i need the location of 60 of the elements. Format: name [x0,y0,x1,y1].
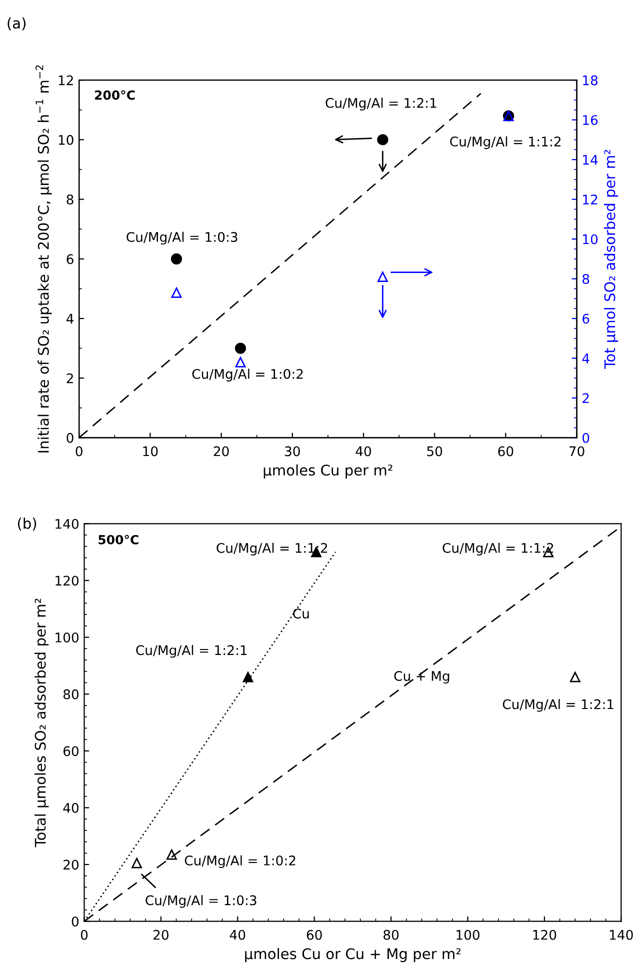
y-tick-label: 10 [58,134,74,145]
y2-axis-title: Tot µmol SO₂ adsorbed per m² [604,150,618,369]
y-tick-label: 140 [56,518,78,529]
x-tick-label: 120 [533,930,556,940]
x-tick-label: 80 [384,930,399,940]
y2-tick-label: 10 [583,234,598,244]
annotation: 200°C [95,90,135,100]
y2-tick-label: 8 [582,274,590,284]
y2-tick-label: 18 [583,75,598,86]
annotation: Cu/Mg/Al = 1:0:2 [192,368,303,382]
y-axis-title: Initial rate of SO₂ uptake at 200°C, µmol SO₂ h$^{−1}$ m$^{−2}$ [36,65,52,452]
x-tick-label: 100 [456,930,480,940]
annotation: Cu/Mg/Al = 1:2:1 [502,699,614,712]
annotation: Cu/Mg/Al = 1:1:2 [442,542,554,556]
x-axis-title: µmoles Cu or Cu + Mg per m² [245,948,461,962]
x-tick-label: 20 [214,446,229,456]
y-tick-label: 4 [66,314,74,324]
y-tick-label: 40 [63,802,78,813]
y-tick-label: 8 [66,194,74,205]
y-tick-label: 20 [64,860,78,870]
annotation: Cu/Mg/Al = 1:1:2 [450,136,560,150]
y-tick-label: 0 [66,432,74,443]
annotation: Cu/Mg/Al = 1:0:2 [184,855,296,868]
annotation: Cu/Mg/Al = 1:1:2 [216,542,328,556]
chart-title: (b) [18,518,36,531]
x-axis-title: µmoles Cu per m² [264,464,392,478]
y-tick-label: 0 [72,916,78,927]
annotation: Cu/Mg/Al = 1:0:3 [146,895,256,908]
y-tick-label: 80 [63,689,78,700]
y2-tick-label: 12 [583,194,598,204]
y-tick-label: 120 [56,576,78,586]
y-tick-label: 60 [64,746,78,756]
y-tick-label: 100 [56,632,78,642]
y-tick-label: 6 [66,254,74,264]
chart-title: (a) [8,17,26,30]
x-tick-label: 10 [143,446,158,456]
y-axis-title: Total µmoles SO₂ adsorbed per m² [34,598,49,848]
y2-tick-label: 6 [582,314,590,324]
x-tick-label: 70 [569,446,584,456]
y-tick-label: 2 [66,373,73,384]
x-tick-label: 60 [498,446,514,456]
x-tick-label: 140 [610,930,633,940]
annotation: Cu/Mg/Al = 1:2:1 [326,98,436,110]
y2-tick-label: 2 [582,393,589,403]
x-tick-label: 50 [427,446,442,456]
annotation: Cu [293,608,309,619]
x-tick-label: 0 [80,930,88,940]
y2-tick-label: 0 [582,432,590,443]
annotation: Cu/Mg/Al = 1:0:3 [126,232,238,245]
x-tick-label: 40 [356,446,371,456]
annotation: 500°C [98,534,138,544]
x-tick-label: 20 [154,930,168,940]
y-tick-label: 12 [58,75,73,86]
x-tick-label: 40 [230,930,246,940]
x-tick-label: 30 [284,446,300,456]
annotation: Cu/Mg/Al = 1:2:1 [136,644,247,658]
x-tick-label: 60 [306,930,322,940]
y2-tick-label: 14 [583,154,598,165]
y2-tick-label: 4 [582,354,590,364]
y2-tick-label: 16 [583,115,598,126]
